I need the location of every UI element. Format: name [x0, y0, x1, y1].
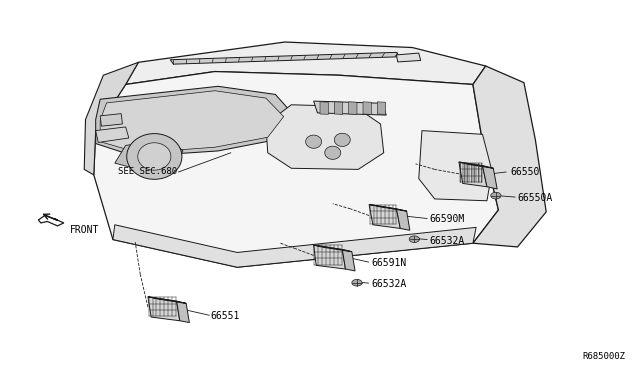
- Text: R685000Z: R685000Z: [583, 352, 626, 361]
- Text: 66590M: 66590M: [429, 214, 465, 224]
- Polygon shape: [349, 102, 357, 114]
- Text: 66532A: 66532A: [371, 279, 406, 289]
- Polygon shape: [306, 135, 322, 148]
- Polygon shape: [363, 102, 371, 114]
- Polygon shape: [177, 301, 189, 323]
- Polygon shape: [125, 42, 486, 84]
- Polygon shape: [483, 166, 497, 189]
- Polygon shape: [419, 131, 492, 201]
- Polygon shape: [491, 192, 501, 199]
- Polygon shape: [314, 245, 352, 252]
- Polygon shape: [266, 105, 384, 169]
- Polygon shape: [325, 146, 340, 159]
- Text: 66551: 66551: [211, 311, 240, 321]
- Polygon shape: [396, 209, 410, 230]
- Polygon shape: [314, 101, 387, 115]
- Polygon shape: [334, 133, 350, 147]
- Polygon shape: [94, 71, 499, 267]
- Polygon shape: [314, 245, 346, 269]
- Polygon shape: [100, 91, 284, 153]
- Text: 66532A: 66532A: [429, 235, 465, 246]
- Polygon shape: [320, 102, 328, 114]
- Polygon shape: [84, 62, 138, 175]
- Polygon shape: [409, 236, 419, 243]
- Polygon shape: [352, 279, 362, 286]
- Polygon shape: [369, 205, 406, 211]
- Polygon shape: [148, 297, 180, 321]
- Polygon shape: [396, 53, 420, 62]
- Polygon shape: [96, 127, 129, 142]
- Polygon shape: [378, 102, 386, 114]
- Polygon shape: [334, 102, 342, 114]
- Text: SEE SEC.680: SEE SEC.680: [118, 167, 177, 176]
- Polygon shape: [96, 86, 294, 157]
- Polygon shape: [342, 250, 355, 271]
- Polygon shape: [170, 52, 399, 64]
- Polygon shape: [113, 225, 476, 267]
- Polygon shape: [100, 113, 122, 126]
- Text: 66550: 66550: [510, 167, 540, 177]
- Polygon shape: [138, 143, 171, 170]
- Text: 66591N: 66591N: [371, 258, 406, 268]
- Polygon shape: [369, 205, 400, 228]
- Polygon shape: [459, 162, 487, 187]
- Polygon shape: [148, 297, 186, 304]
- Text: 66550A: 66550A: [518, 193, 553, 203]
- Polygon shape: [115, 140, 183, 169]
- Polygon shape: [459, 162, 493, 168]
- Polygon shape: [473, 66, 546, 247]
- Polygon shape: [127, 134, 182, 179]
- Text: FRONT: FRONT: [70, 225, 100, 235]
